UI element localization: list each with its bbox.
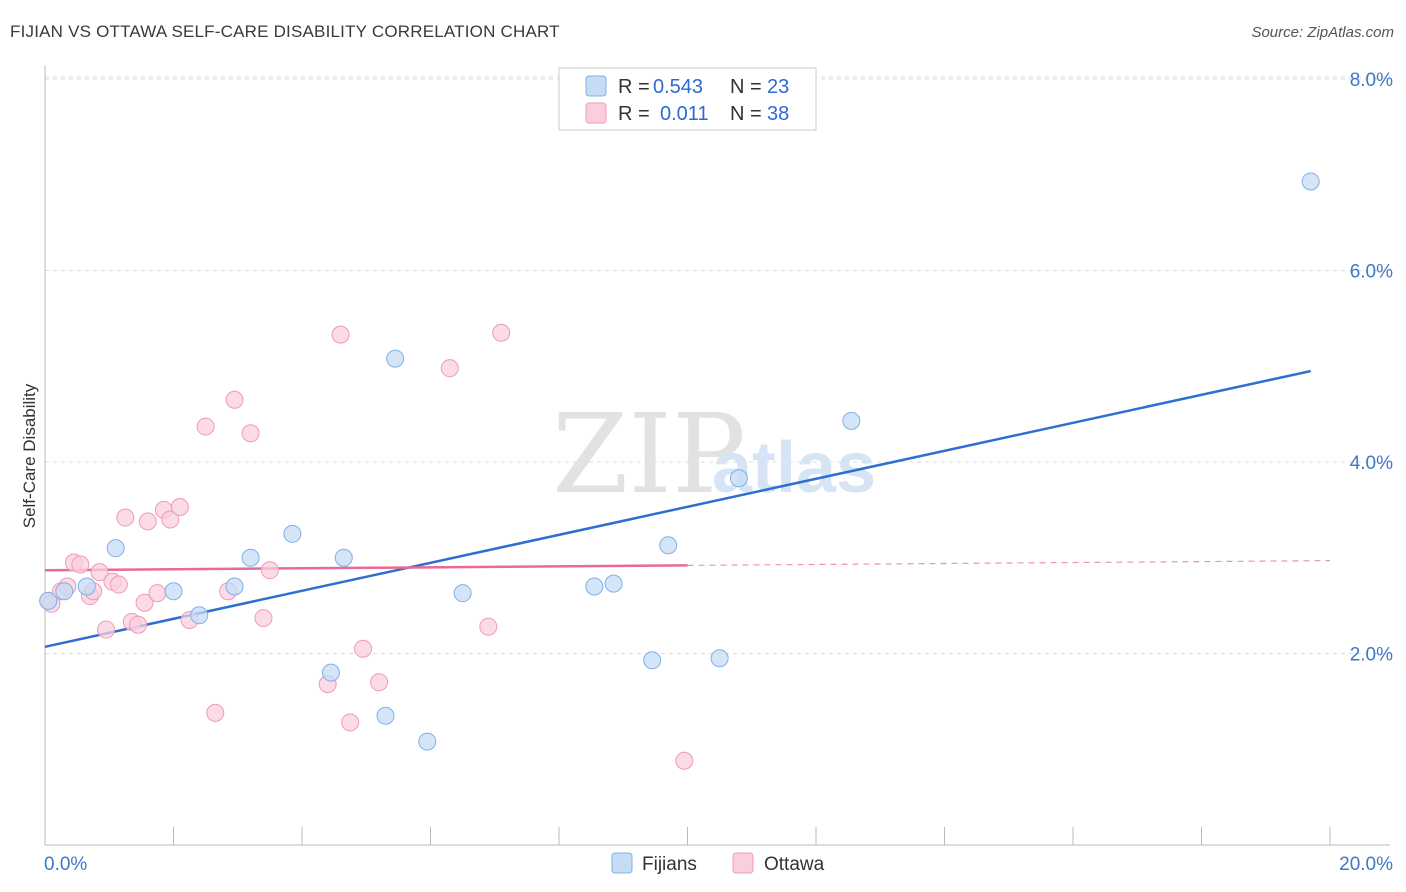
point-fijians	[334, 548, 353, 567]
point-ottawa	[370, 673, 389, 692]
legend-swatch-fijians	[585, 75, 607, 97]
y-tick-label: 6.0%	[1350, 262, 1393, 283]
point-fijians	[77, 577, 96, 596]
legend-r-value-ottawa: 0.011	[660, 103, 709, 125]
point-fijians	[190, 606, 209, 625]
point-ottawa	[479, 617, 498, 636]
point-fijians	[283, 524, 302, 543]
point-fijians	[453, 584, 472, 603]
point-ottawa	[97, 620, 116, 639]
point-ottawa	[241, 424, 260, 443]
grid	[45, 76, 1390, 654]
point-fijians	[39, 591, 58, 610]
series-legend-swatch-ottawa	[732, 852, 754, 874]
trend-line-fijians	[44, 369, 1311, 649]
point-ottawa	[138, 512, 157, 531]
point-fijians	[376, 706, 395, 725]
legend-n-value-fijians: 23	[767, 76, 789, 98]
point-ottawa	[341, 713, 360, 732]
legend-r-label-ottawa: R =	[618, 103, 650, 125]
point-ottawa	[206, 703, 225, 722]
point-fijians	[106, 539, 125, 558]
point-ottawa	[135, 593, 154, 612]
watermark-zip: ZIP	[552, 390, 746, 518]
point-ottawa	[116, 508, 135, 527]
trend-line-ottawa	[44, 564, 688, 572]
point-fijians	[321, 663, 340, 682]
point-fijians	[585, 577, 604, 596]
point-ottawa	[109, 575, 128, 594]
point-fijians	[1301, 172, 1320, 191]
y-axis-label: Self-Care Disability	[20, 383, 39, 528]
point-fijians	[386, 349, 405, 368]
point-ottawa	[354, 639, 373, 658]
trend-line-ottawa-extension	[687, 560, 1331, 567]
point-fijians	[729, 469, 748, 488]
point-ottawa	[331, 325, 350, 344]
point-ottawa	[675, 751, 694, 770]
point-fijians	[164, 582, 183, 601]
series-legend-fijians: Fijians	[642, 854, 697, 875]
point-ottawa	[260, 561, 279, 580]
chart-title: FIJIAN VS OTTAWA SELF-CARE DISABILITY CO…	[10, 22, 560, 41]
point-fijians	[842, 411, 861, 430]
point-ottawa	[161, 510, 180, 529]
x-tick-label: 0.0%	[44, 854, 87, 875]
point-fijians	[241, 548, 260, 567]
point-fijians	[55, 582, 74, 601]
point-ottawa	[90, 563, 109, 582]
point-fijians	[225, 577, 244, 596]
y-tick-label: 2.0%	[1350, 645, 1393, 666]
point-fijians	[710, 649, 729, 668]
point-ottawa	[129, 615, 148, 634]
point-ottawa	[440, 359, 459, 378]
point-ottawa	[196, 417, 215, 436]
trend-lines	[44, 369, 1331, 649]
tick-labels: 2.0% 4.0% 6.0% 8.0% 0.0% 20.0%	[44, 70, 1393, 875]
series-legend-ottawa: Ottawa	[764, 854, 825, 875]
point-ottawa	[71, 555, 90, 574]
point-fijians	[643, 651, 662, 670]
legend-r-value-fijians: 0.543	[653, 76, 703, 98]
point-ottawa	[492, 323, 511, 342]
correlation-legend: R = 0.543 N = 23 R = 0.011 N = 38	[558, 67, 817, 131]
point-fijians	[659, 536, 678, 555]
point-ottawa	[170, 498, 189, 517]
legend-swatch-ottawa	[585, 102, 607, 124]
y-tick-label: 8.0%	[1350, 70, 1393, 91]
point-ottawa	[254, 609, 273, 628]
data-points	[39, 172, 1320, 770]
x-tick-label: 20.0%	[1339, 854, 1393, 875]
point-ottawa	[148, 584, 167, 603]
legend-n-label-fijians: N =	[730, 76, 762, 98]
source-label: Source: ZipAtlas.com	[1251, 24, 1394, 41]
series-legend: Fijians Ottawa	[611, 852, 825, 875]
point-fijians	[604, 574, 623, 593]
point-ottawa	[225, 390, 244, 409]
series-legend-swatch-fijians	[611, 852, 633, 874]
legend-n-value-ottawa: 38	[767, 103, 789, 125]
point-fijians	[418, 732, 437, 751]
legend-n-label-ottawa: N =	[730, 103, 762, 125]
axes	[44, 65, 1390, 846]
legend-r-label-fijians: R =	[618, 76, 650, 98]
y-tick-label: 4.0%	[1350, 453, 1393, 474]
